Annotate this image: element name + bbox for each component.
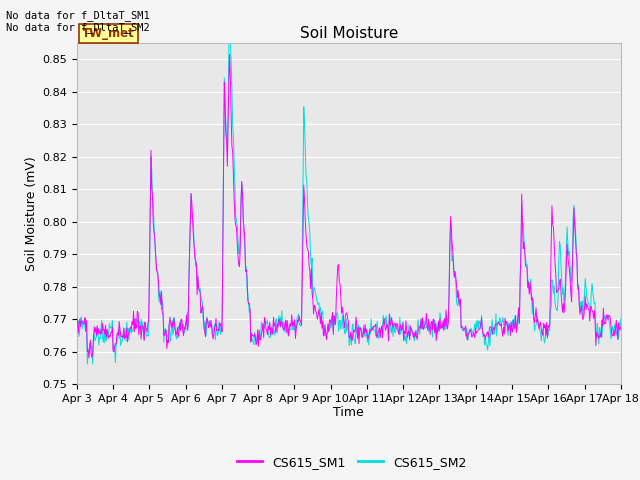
Line: CS615_SM1: CS615_SM1 [77,54,621,358]
Y-axis label: Soil Moisture (mV): Soil Moisture (mV) [25,156,38,271]
CS615_SM2 [83,329,90,335]
CS615_SM1 [617,324,625,330]
CS615_SM1 [83,318,90,324]
CS615_SM2 [140,331,147,337]
CS615_SM2 [433,328,440,334]
CS615_SM2 [617,316,625,322]
CS615_SM1 [223,163,231,169]
Legend: CS615_SM1, CS615_SM2: CS615_SM1, CS615_SM2 [232,451,472,474]
CS615_SM1 [226,51,234,57]
CS615_SM2 [223,151,231,156]
X-axis label: Time: Time [333,407,364,420]
Title: Soil Moisture: Soil Moisture [300,25,398,41]
CS615_SM1 [195,286,202,291]
CS615_SM2 [225,40,233,46]
CS615_SM1 [417,325,424,331]
CS615_SM2 [417,324,424,329]
CS615_SM1 [433,338,440,344]
Line: CS615_SM2: CS615_SM2 [77,43,621,364]
Text: No data for f_DltaT_SM1
No data for f_DltaT_SM2: No data for f_DltaT_SM1 No data for f_Dl… [6,10,150,33]
CS615_SM1 [85,355,93,360]
CS615_SM2 [73,317,81,323]
Text: TW_met: TW_met [82,27,135,40]
CS615_SM2 [84,361,92,367]
CS615_SM1 [73,315,81,321]
CS615_SM1 [140,324,147,330]
CS615_SM2 [195,286,202,291]
